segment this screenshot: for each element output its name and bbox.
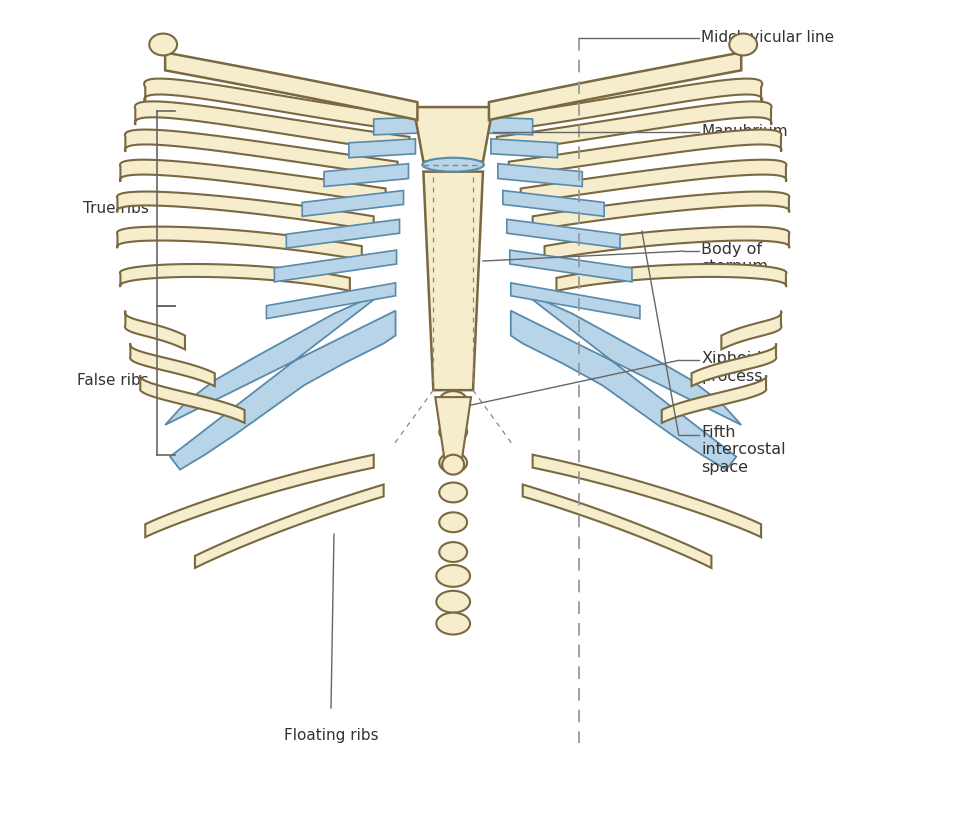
- Ellipse shape: [439, 422, 467, 442]
- Polygon shape: [533, 191, 790, 230]
- Ellipse shape: [436, 613, 470, 634]
- Ellipse shape: [439, 391, 467, 411]
- Polygon shape: [130, 343, 214, 386]
- Polygon shape: [125, 130, 397, 177]
- Polygon shape: [275, 250, 396, 282]
- Polygon shape: [511, 283, 640, 318]
- Ellipse shape: [439, 331, 467, 351]
- Ellipse shape: [439, 512, 467, 532]
- Polygon shape: [117, 227, 362, 260]
- Text: True ribs: True ribs: [83, 200, 149, 216]
- Ellipse shape: [436, 591, 470, 613]
- Ellipse shape: [438, 107, 468, 127]
- Polygon shape: [120, 264, 350, 291]
- Polygon shape: [195, 484, 384, 568]
- Polygon shape: [120, 160, 386, 204]
- Ellipse shape: [439, 542, 467, 562]
- Polygon shape: [286, 219, 399, 248]
- Polygon shape: [413, 107, 493, 162]
- Polygon shape: [661, 375, 767, 423]
- Polygon shape: [722, 311, 782, 350]
- Text: Xiphoid
process: Xiphoid process: [701, 351, 763, 384]
- Ellipse shape: [439, 483, 467, 502]
- Text: Manubrium: Manubrium: [701, 125, 789, 139]
- Ellipse shape: [438, 271, 468, 291]
- Ellipse shape: [729, 34, 757, 55]
- Ellipse shape: [422, 158, 484, 172]
- Polygon shape: [510, 250, 632, 282]
- Ellipse shape: [436, 565, 470, 587]
- Polygon shape: [521, 160, 787, 204]
- Polygon shape: [117, 191, 374, 230]
- Polygon shape: [135, 101, 410, 153]
- Ellipse shape: [438, 301, 468, 321]
- Text: Floating ribs: Floating ribs: [283, 728, 378, 742]
- Polygon shape: [511, 283, 742, 469]
- Polygon shape: [507, 219, 620, 248]
- Polygon shape: [556, 264, 787, 291]
- Polygon shape: [324, 163, 409, 186]
- Polygon shape: [498, 163, 582, 186]
- Ellipse shape: [439, 361, 467, 380]
- Polygon shape: [692, 343, 776, 386]
- Polygon shape: [523, 484, 711, 568]
- Polygon shape: [349, 139, 415, 158]
- Polygon shape: [423, 172, 483, 390]
- Polygon shape: [533, 455, 761, 537]
- Polygon shape: [489, 53, 742, 120]
- Polygon shape: [145, 78, 421, 133]
- Ellipse shape: [438, 243, 468, 263]
- Polygon shape: [483, 117, 533, 134]
- Polygon shape: [266, 283, 395, 318]
- Polygon shape: [140, 375, 245, 423]
- Polygon shape: [302, 191, 404, 216]
- Polygon shape: [374, 117, 423, 134]
- Polygon shape: [435, 397, 471, 464]
- Polygon shape: [509, 130, 782, 177]
- Text: Fifth
intercostal
space: Fifth intercostal space: [701, 425, 786, 474]
- Polygon shape: [166, 53, 417, 120]
- Polygon shape: [545, 227, 790, 260]
- Polygon shape: [485, 78, 762, 133]
- Ellipse shape: [439, 453, 467, 473]
- Ellipse shape: [438, 189, 468, 209]
- Ellipse shape: [438, 215, 468, 235]
- Ellipse shape: [149, 34, 177, 55]
- Polygon shape: [502, 191, 604, 216]
- Polygon shape: [497, 101, 771, 153]
- Polygon shape: [145, 455, 374, 537]
- Ellipse shape: [442, 455, 464, 474]
- Ellipse shape: [438, 161, 468, 181]
- Polygon shape: [166, 283, 395, 469]
- Ellipse shape: [438, 134, 468, 153]
- Text: Midclavicular line: Midclavicular line: [701, 30, 835, 45]
- Text: False ribs: False ribs: [78, 373, 149, 388]
- Text: Body of
sternum: Body of sternum: [701, 242, 768, 274]
- Polygon shape: [125, 311, 185, 350]
- Polygon shape: [491, 139, 558, 158]
